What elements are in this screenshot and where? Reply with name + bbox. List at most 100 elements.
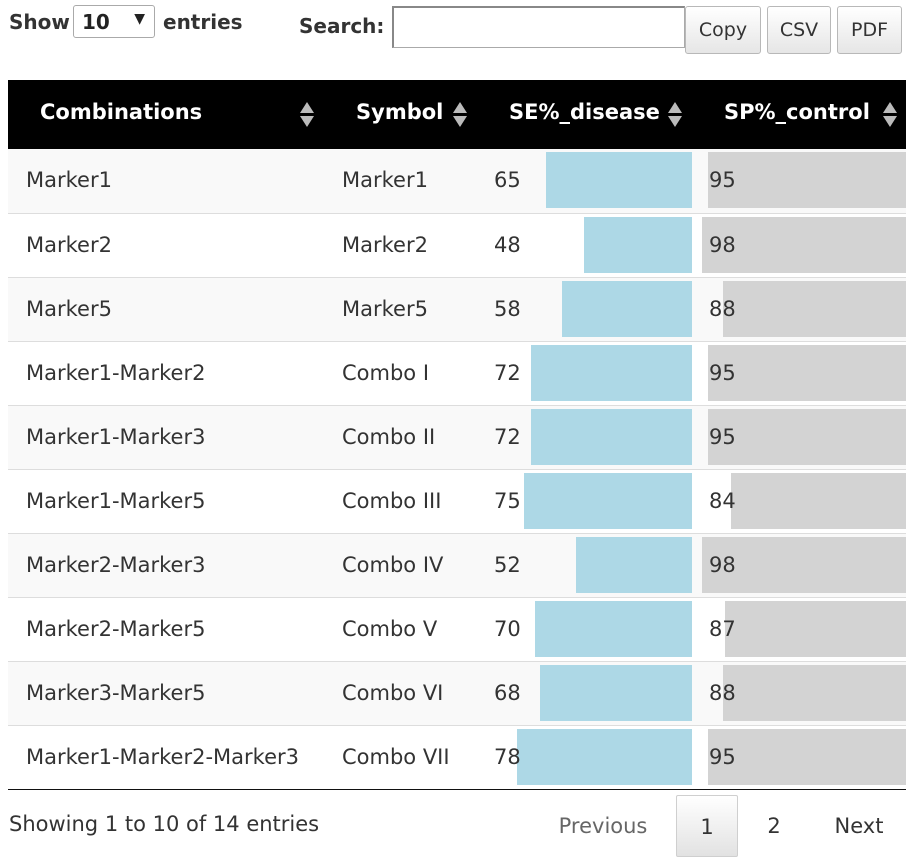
se-bar	[540, 665, 692, 721]
sp-bar	[708, 345, 906, 401]
cell-se-value: 75	[494, 489, 521, 513]
sort-icon	[453, 102, 467, 128]
cell-combination: Marker1	[26, 168, 112, 192]
se-bar	[562, 281, 692, 337]
header-symbol[interactable]: Symbol	[328, 80, 478, 149]
cell-combination: Marker2-Marker3	[26, 553, 206, 577]
data-table: Combinations Symbol SE%_disease SP%_cont…	[8, 80, 906, 790]
cell-symbol: Marker2	[342, 233, 428, 257]
cell-combination: Marker1-Marker2-Marker3	[26, 745, 299, 769]
se-bar	[531, 409, 692, 465]
cell-se-value: 52	[494, 553, 521, 577]
cell-sp-value: 88	[709, 297, 736, 321]
cell-symbol: Combo III	[342, 489, 442, 513]
cell-se-value: 72	[494, 361, 521, 385]
cell-sp-value: 95	[709, 425, 736, 449]
table-row[interactable]: Marker2-Marker3 Combo IV 52 98	[8, 533, 906, 597]
se-bar	[535, 601, 692, 657]
cell-symbol: Combo VII	[342, 745, 450, 769]
sp-bar	[725, 601, 906, 657]
header-label: Combinations	[40, 100, 203, 124]
cell-symbol: Combo VI	[342, 681, 444, 705]
cell-combination: Marker1-Marker3	[26, 425, 206, 449]
table-row[interactable]: Marker1 Marker1 65 95	[8, 149, 906, 213]
table-controls: Show 10 ▼ entries Search: Copy CSV PDF	[0, 0, 921, 70]
cell-sp-value: 98	[709, 233, 736, 257]
cell-se-value: 65	[494, 168, 521, 192]
table-info: Showing 1 to 10 of 14 entries	[9, 812, 320, 836]
sp-bar	[723, 665, 906, 721]
cell-combination: Marker1-Marker2	[26, 361, 206, 385]
cell-sp-value: 88	[709, 681, 736, 705]
cell-symbol: Combo IV	[342, 553, 444, 577]
sp-bar	[702, 217, 906, 273]
sp-bar	[731, 473, 906, 529]
table-row[interactable]: Marker2-Marker5 Combo V 70 87	[8, 597, 906, 661]
se-bar	[576, 537, 692, 593]
cell-se-value: 68	[494, 681, 521, 705]
cell-se-value: 58	[494, 297, 521, 321]
cell-se-value: 48	[494, 233, 521, 257]
sp-bar	[723, 281, 906, 337]
cell-combination: Marker1-Marker5	[26, 489, 206, 513]
pdf-button[interactable]: PDF	[837, 6, 902, 54]
table-row[interactable]: Marker5 Marker5 58 88	[8, 277, 906, 341]
cell-symbol: Combo I	[342, 361, 430, 385]
cell-sp-value: 84	[709, 489, 736, 513]
csv-button[interactable]: CSV	[767, 6, 831, 54]
table-header: Combinations Symbol SE%_disease SP%_cont…	[8, 80, 906, 149]
entries-per-page-select[interactable]: 10 ▼	[73, 5, 155, 38]
cell-sp-value: 95	[709, 745, 736, 769]
sort-icon	[668, 102, 682, 128]
page-2-button[interactable]: 2	[767, 814, 781, 838]
cell-combination: Marker2	[26, 233, 112, 257]
search-label: Search:	[299, 14, 385, 38]
page-1-button[interactable]: 1	[676, 795, 738, 857]
table-row[interactable]: Marker1-Marker2 Combo I 72 95	[8, 341, 906, 405]
cell-symbol: Marker5	[342, 297, 428, 321]
sp-bar	[708, 409, 906, 465]
cell-symbol: Combo II	[342, 425, 436, 449]
cell-symbol: Combo V	[342, 617, 438, 641]
se-bar	[517, 729, 692, 785]
cell-se-value: 78	[494, 745, 521, 769]
sp-bar	[702, 537, 906, 593]
sp-bar	[708, 729, 906, 785]
cell-se-value: 70	[494, 617, 521, 641]
se-bar	[531, 345, 692, 401]
header-sp-control[interactable]: SP%_control	[692, 80, 906, 149]
header-label: SE%_disease	[509, 100, 660, 124]
cell-sp-value: 95	[709, 361, 736, 385]
cell-sp-value: 87	[709, 617, 736, 641]
next-page-button[interactable]: Next	[834, 814, 884, 838]
copy-button[interactable]: Copy	[685, 6, 761, 54]
cell-combination: Marker2-Marker5	[26, 617, 206, 641]
sort-icon	[300, 102, 314, 128]
table-body: Marker1 Marker1 65 95 Marker2 Marker2 48 98 Mark…	[8, 149, 906, 790]
cell-sp-value: 98	[709, 553, 736, 577]
table-row[interactable]: Marker1-Marker3 Combo II 72 95	[8, 405, 906, 469]
se-bar	[546, 152, 692, 208]
header-label: Symbol	[356, 100, 444, 124]
table-row[interactable]: Marker1-Marker5 Combo III 75 84	[8, 469, 906, 533]
cell-combination: Marker3-Marker5	[26, 681, 206, 705]
header-combinations[interactable]: Combinations	[8, 80, 328, 149]
cell-combination: Marker5	[26, 297, 112, 321]
header-label: SP%_control	[724, 100, 870, 124]
table-row[interactable]: Marker3-Marker5 Combo VI 68 88	[8, 661, 906, 725]
se-bar	[524, 473, 692, 529]
chevron-down-icon: ▼	[134, 11, 145, 27]
table-row[interactable]: Marker1-Marker2-Marker3 Combo VII 78 95	[8, 725, 906, 789]
entries-per-page-value: 10	[82, 10, 110, 34]
cell-se-value: 72	[494, 425, 521, 449]
header-se-disease[interactable]: SE%_disease	[478, 80, 692, 149]
cell-symbol: Marker1	[342, 168, 428, 192]
table-row[interactable]: Marker2 Marker2 48 98	[8, 213, 906, 277]
sort-icon	[883, 102, 897, 128]
entries-label: entries	[163, 10, 243, 34]
sp-bar	[708, 152, 906, 208]
previous-page-button[interactable]: Previous	[558, 814, 648, 838]
search-input[interactable]	[392, 6, 685, 48]
cell-sp-value: 95	[709, 168, 736, 192]
se-bar	[584, 217, 692, 273]
